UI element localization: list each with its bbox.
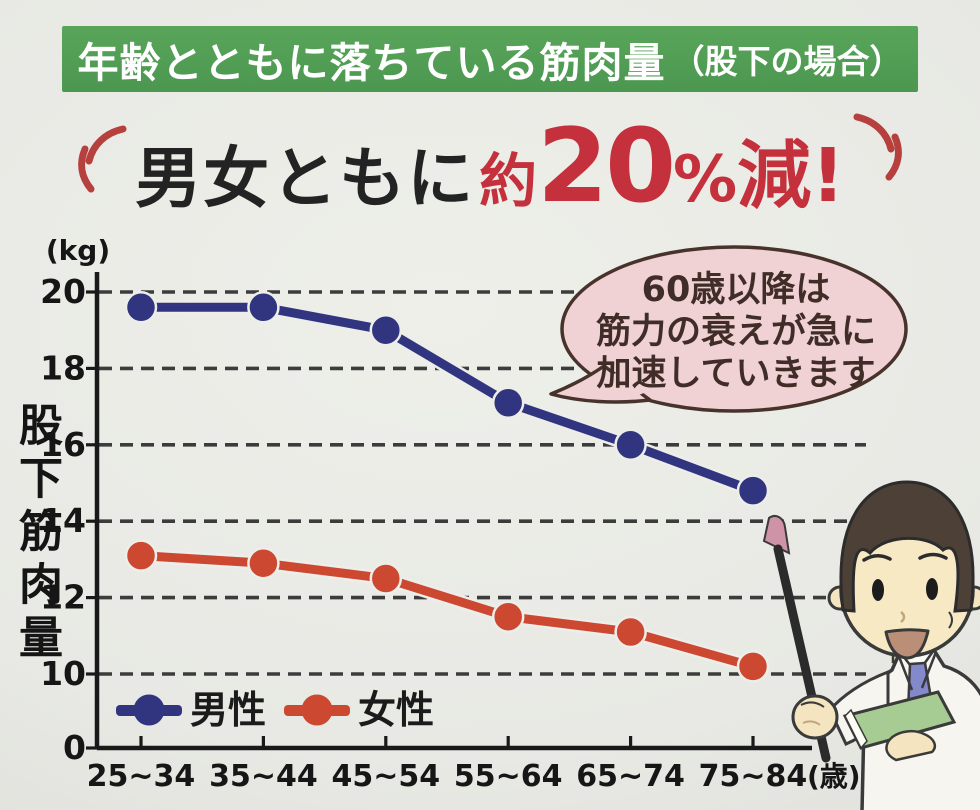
legend-marker-female [284,694,351,726]
bubble-line-3: 加速していきます [597,354,876,394]
y-tick-label-10: 10 [40,654,86,693]
data-series [124,291,770,683]
y-tick-label-18: 18 [40,348,86,387]
data-point-male-0 [124,291,158,324]
emphasis-burst-right-icon [853,113,902,181]
doctor-hair [839,480,975,613]
x-axis-label-5: 75~84 [699,759,808,794]
x-axis-label-1: 35~44 [209,759,318,794]
y-tick-label-16: 16 [40,425,86,464]
doctor-fist [791,694,839,740]
headline-number: 20 [537,107,676,226]
legend-item-male: 男性 [116,691,266,729]
x-unit-label: (歳) [807,760,861,793]
bubble-line-1: 60歳以降は [642,270,831,310]
data-point-female-0 [124,539,158,572]
axis-labels: 0 10 12 14 16 18 20 25~34 35~44 45~54 55~64 65~74 75… [40,272,807,794]
legend-label-female: 女性 [358,688,435,732]
y-tick-label-0: 0 [63,728,86,767]
data-point-female-2 [369,562,403,595]
speech-bubble: 60歳以降は 筋力の衰えが急に 加速していきます [549,245,908,413]
doctor-eye-left [872,579,884,601]
series-halo-female [134,548,760,674]
series-line-male [136,302,758,496]
x-axis-label-2: 45~54 [331,759,440,794]
y-axis-title: 股下筋肉量 [11,402,62,667]
data-point-male-3 [491,386,525,420]
y-tick-label-14: 14 [40,501,86,540]
series-line-female [136,551,758,671]
x-axis-label-3: 55~64 [454,759,563,794]
data-point-male-1 [247,291,280,324]
data-point-female-5 [736,650,770,683]
banner-subtitle: （股下の場合） [671,42,903,81]
headline-approx: 約 [479,147,538,215]
doctor-eye-right [926,578,938,600]
legend-dot-female [301,694,333,726]
doctor-nose [900,611,906,623]
legend-dot-male [133,694,165,726]
headline-percent: % [673,143,738,217]
headline-suffix: 減! [737,133,845,219]
data-point-female-3 [491,600,525,633]
pointer-tip [762,515,791,555]
headline-prefix: 男女ともに [135,140,476,217]
legend-item-female: 女性 [284,691,434,729]
headline: 男女ともに 約 20 % 減! [0,107,980,226]
x-axis-label-0: 25~34 [87,759,196,794]
x-axis-label-4: 65~74 [576,759,685,794]
legend-label-male: 男性 [190,688,267,732]
y-tick-label-12: 12 [40,578,86,617]
banner-title: 年齢とともに落ちている筋肉量 [77,39,666,87]
y-unit-label: (kg) [46,234,110,267]
emphasis-burst-left-icon [78,125,127,193]
axes [86,272,812,751]
data-point-female-4 [614,615,647,649]
doctor-right-hand [885,730,936,762]
data-point-female-1 [247,546,280,580]
banner: 年齢とともに落ちている筋肉量 （股下の場合） [62,26,918,92]
doctor-mouth [884,628,930,660]
doctor-illustration [762,480,980,810]
legend-marker-male [116,694,182,726]
y-tick-label-20: 20 [40,272,86,311]
bubble-line-2: 筋力の衰えが急に [596,312,876,352]
doctor-eyebrows [862,552,948,562]
legend: 男性 女性 [116,691,434,729]
data-point-male-2 [369,313,403,347]
data-point-male-4 [614,428,647,462]
doctor-lapels [896,651,938,691]
data-point-male-5 [736,474,770,507]
